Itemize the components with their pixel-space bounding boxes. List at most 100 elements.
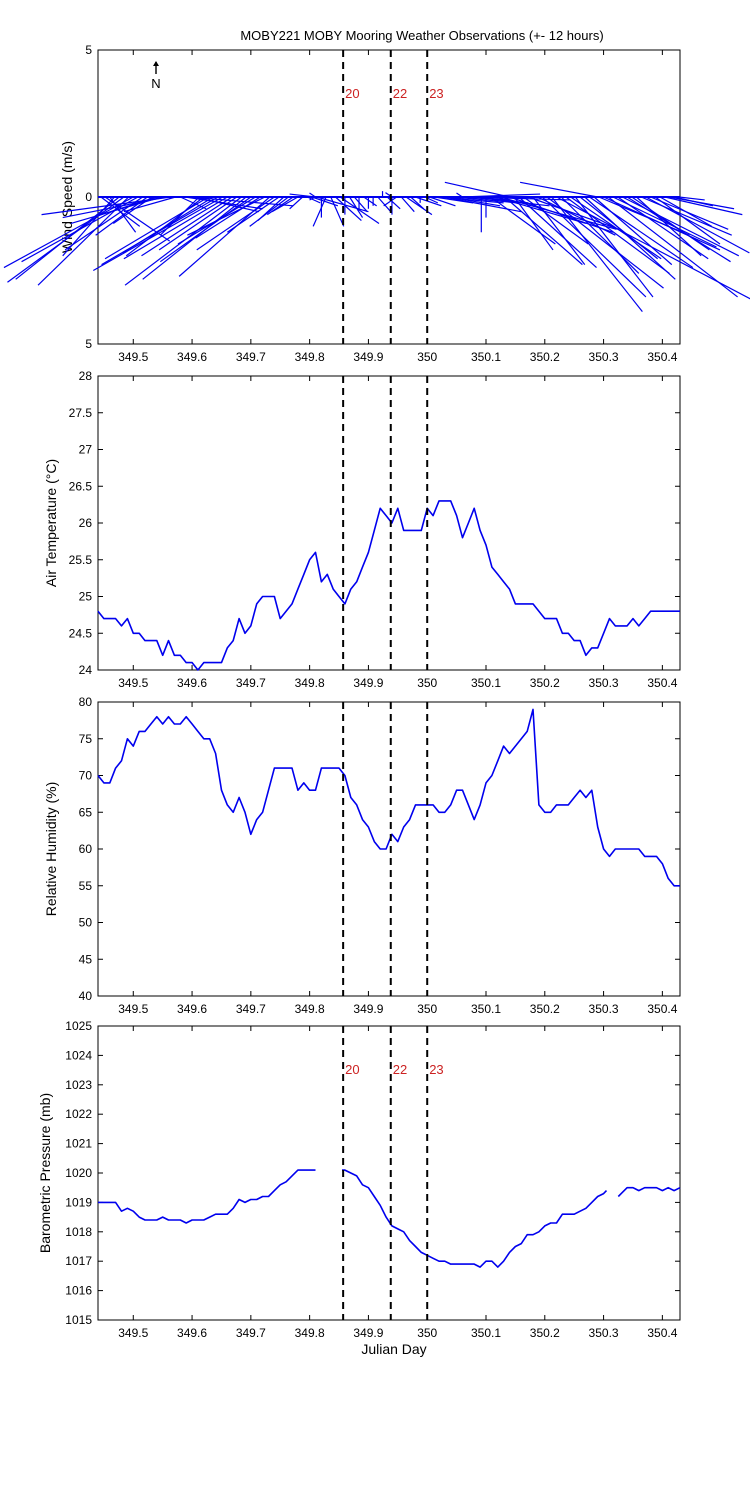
wind-vector-head [309,192,317,201]
y-tick-label: 80 [79,695,93,709]
plot-frame [97,1025,681,1321]
wind-vector [335,196,362,221]
wind-vector [654,196,721,245]
wind-vector [196,196,275,251]
y-tick-label: 60 [79,842,93,856]
plot-frame [97,701,681,997]
x-tick-label: 349.9 [353,1002,383,1016]
wind-vector [339,196,380,224]
wind-vector [377,196,392,213]
x-tick-label: 350.3 [589,350,619,364]
wind-vector [141,196,233,257]
x-tick-label: 350.4 [647,1326,677,1340]
wind-vector [518,196,597,269]
wind-vector [560,196,640,274]
wind-vector [41,196,171,216]
wind-vector [565,196,670,274]
y-tick-label: 1017 [65,1254,92,1268]
y-tick-label: 25 [79,590,93,604]
y-tick-label: 55 [79,879,93,893]
wind-vector [249,196,289,227]
y-axis-label: Relative Humidity (%) [43,782,59,917]
x-tick-label: 350.3 [589,1002,619,1016]
wind-vector [607,196,738,298]
x-tick-label: 349.6 [177,1002,207,1016]
x-tick-label: 350.2 [530,350,560,364]
wind-vector [363,196,377,207]
x-tick-label: 349.7 [236,1002,266,1016]
marker-label: 20 [345,86,359,101]
y-tick-label: 26 [79,516,93,530]
wind-vector [537,196,616,236]
y-tick-label: 65 [79,805,93,819]
wind-vector [645,196,750,254]
x-tick-label: 349.8 [295,350,325,364]
wind-vector [636,196,702,257]
y-tick-label: 1023 [65,1078,92,1092]
series-line [97,500,680,671]
x-tick-label: 350.1 [471,676,501,690]
wind-vector [349,196,364,218]
north-label: N [151,76,160,91]
wind-vector [570,196,662,260]
y-tick-label: 1019 [65,1195,92,1209]
wind-vector [123,196,228,260]
x-tick-label: 349.7 [236,676,266,690]
series-line [97,708,680,887]
wind-vector [673,196,714,207]
wind-vector [584,196,676,280]
panel-1: 349.5 349.6 349.7 349.8 349.9 350 350.1 350.2 35… [3,43,750,364]
north-arrowhead-icon [153,61,159,66]
x-tick-label: 349.9 [353,1326,383,1340]
x-tick-label: 350.4 [647,350,677,364]
wind-vector [678,196,705,201]
y-tick-label: 0 [85,190,92,204]
wind-vector [289,196,303,210]
wind-vector [542,196,647,298]
wind-vector [490,196,556,245]
wind-vector [603,196,721,251]
x-tick-label: 350.2 [530,1326,560,1340]
y-tick-label: 1021 [65,1137,92,1151]
x-tick-label: 350.4 [647,676,677,690]
marker-label: 23 [429,86,443,101]
y-tick-label: 1024 [65,1048,92,1062]
x-tick-label: 349.8 [295,1326,325,1340]
y-tick-label: 70 [79,769,93,783]
x-tick-label: 350.3 [589,676,619,690]
x-tick-label: 349.9 [353,676,383,690]
wind-vector [101,196,219,266]
x-tick-label: 349.7 [236,350,266,364]
wind-vector [187,196,266,236]
y-tick-label: 1025 [65,1019,92,1033]
wind-vector [551,196,643,313]
wind-vector [353,196,368,213]
wind-vector [383,196,397,207]
wind-vector [142,196,247,280]
x-tick-label: 349.6 [177,676,207,690]
plot-frame [97,375,681,671]
y-tick-label: 27 [79,443,93,457]
y-axis-label: Air Temperature (°C) [43,459,59,587]
wind-vector [226,196,280,233]
chart-panels: 349.5 349.6 349.7 349.8 349.9 350 350.1 350.2 35… [3,43,750,1357]
y-tick-label: 27.5 [69,406,93,420]
wind-vector [429,196,456,207]
y-tick-label: 75 [79,732,93,746]
wind-vector [546,196,664,289]
y-axis-label: Barometric Pressure (mb) [37,1093,53,1253]
x-tick-label: 350.1 [471,350,501,364]
x-axis-label: Julian Day [361,1341,426,1357]
x-tick-label: 350.1 [471,1002,501,1016]
marker-label: 23 [429,1062,443,1077]
wind-vector [123,196,176,213]
wind-vector [330,196,345,227]
wind-vector [93,196,223,272]
y-tick-label: 50 [79,916,93,930]
wind-vector [574,196,654,298]
x-tick-label: 350 [417,1326,437,1340]
panel-3: 349.5 349.6 349.7 349.8 349.9 350 350.1 350.2 35… [43,695,681,1016]
wind-vector [271,196,299,213]
series-line [617,1186,681,1198]
